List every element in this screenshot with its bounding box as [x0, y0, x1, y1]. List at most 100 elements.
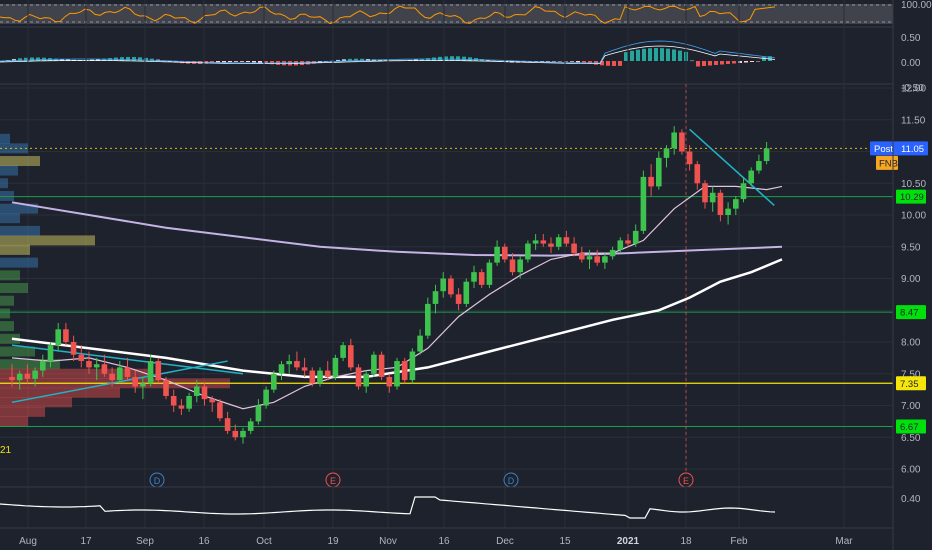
time-tick-label: 17 — [80, 536, 92, 547]
level-price-tag: 8.47 — [896, 305, 926, 320]
price-tick-label: 7.50 — [901, 369, 921, 380]
candle-body — [740, 183, 747, 200]
candle — [579, 246, 585, 263]
macd-bar — [450, 56, 454, 61]
candle-body — [532, 240, 539, 244]
candle — [378, 351, 385, 381]
macd-bar — [102, 58, 106, 61]
post-price-value: 11.05 — [901, 144, 924, 155]
macd-bar — [648, 48, 652, 61]
macd-bar — [234, 61, 238, 62]
macd-bar — [240, 61, 244, 62]
candle — [555, 234, 562, 250]
volume-profile-bar — [0, 244, 30, 255]
macd-bar — [720, 61, 724, 65]
macd-bar — [672, 49, 676, 61]
candle — [340, 342, 346, 362]
candle — [294, 351, 300, 371]
macd-bar — [420, 58, 424, 61]
candle — [9, 364, 15, 387]
time-tick-label: Feb — [730, 536, 748, 547]
candle-body — [555, 237, 562, 247]
macd-bar — [582, 61, 586, 64]
candle — [55, 322, 61, 352]
candle-body — [371, 354, 377, 374]
candle — [617, 237, 624, 254]
price-tick-label: 6.00 — [901, 465, 921, 476]
candle-body — [86, 361, 92, 368]
candle — [448, 275, 454, 298]
price-tick-label: 7.00 — [901, 401, 921, 412]
candle — [486, 259, 493, 289]
macd-bar — [570, 61, 574, 62]
candle-body — [340, 345, 346, 358]
volume-profile-bar — [0, 213, 20, 224]
rsi-band — [0, 4, 893, 24]
macd-bar — [612, 61, 616, 66]
candle-body — [278, 364, 285, 374]
macd-bar — [12, 59, 16, 61]
candle-body — [756, 161, 762, 171]
macd-bar — [426, 58, 430, 61]
candle-body — [232, 430, 239, 438]
rsi-tick-label: 100.00 — [901, 0, 932, 11]
candle-body — [9, 376, 15, 381]
candle-body — [640, 176, 647, 231]
candle-body — [409, 351, 416, 381]
candle-body — [217, 402, 223, 419]
macd-bar — [546, 61, 550, 62]
candle-body — [571, 243, 577, 254]
macd-bar — [714, 61, 718, 65]
volume-profile-bar — [0, 416, 28, 427]
volume-profile-bar — [0, 333, 20, 344]
time-tick-label: 18 — [680, 536, 692, 547]
candle — [702, 180, 708, 209]
candle-body — [563, 237, 570, 244]
candle — [40, 354, 46, 377]
candle — [455, 288, 462, 311]
candle — [717, 189, 724, 222]
macd-tick-label: 0.00 — [901, 58, 921, 69]
candle-body — [124, 367, 131, 377]
time-tick-label: Nov — [379, 536, 397, 547]
candle — [217, 399, 223, 422]
tag-background — [870, 141, 928, 156]
volume-profile-bar — [0, 235, 95, 246]
price-pane: D E D E 21 — [0, 0, 893, 528]
candle — [425, 297, 431, 339]
candle-body — [617, 240, 624, 250]
candle — [671, 126, 677, 155]
candle — [602, 253, 608, 269]
level-price-value: 7.35 — [900, 379, 919, 390]
candle-body — [40, 361, 46, 371]
candle — [725, 202, 731, 225]
candle-body — [140, 383, 146, 387]
macd-bar — [252, 61, 256, 63]
time-tick-label: 16 — [438, 536, 450, 547]
candle-body — [32, 370, 38, 379]
candle — [140, 376, 146, 400]
candle-body — [686, 151, 693, 165]
time-tick-label: Sep — [136, 536, 154, 547]
candle-body — [109, 373, 115, 381]
candle-body — [648, 176, 654, 187]
price-tick-label: 10.00 — [901, 211, 926, 222]
candle-body — [517, 259, 523, 273]
candle-body — [432, 291, 439, 304]
candle — [471, 265, 477, 289]
candle — [224, 411, 231, 435]
time-tick-label: 15 — [559, 536, 571, 547]
bottom-indicator-line — [0, 496, 776, 519]
volume-profile-bar — [0, 321, 14, 332]
macd-bar — [606, 61, 610, 66]
macd-bar — [564, 61, 568, 62]
tag-background — [896, 419, 926, 434]
candle-body — [117, 367, 123, 381]
candle — [63, 322, 69, 346]
candle — [763, 141, 770, 165]
candle — [155, 357, 162, 384]
candle — [263, 386, 269, 409]
candle — [109, 367, 115, 387]
